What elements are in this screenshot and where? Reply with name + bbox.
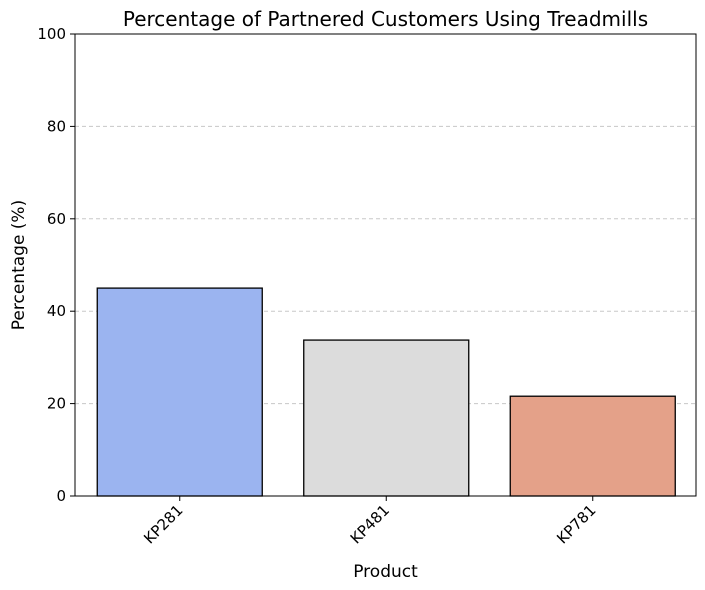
y-tick-label: 80 [47, 117, 66, 135]
bar-kp281 [96, 287, 263, 497]
y-tick-label: 20 [47, 395, 66, 413]
plot-frame [74, 33, 697, 497]
x-tick-label: KP281 [140, 501, 186, 547]
y-axis-ticks: 0 20 40 60 80 100 [37, 25, 75, 505]
x-axis-ticks: KP281 KP481 KP781 [140, 496, 600, 547]
y-tick-label: 100 [37, 25, 66, 43]
x-axis-label: Product [353, 562, 418, 582]
y-tick-label: 0 [56, 487, 66, 505]
bar-kp481 [303, 339, 470, 497]
y-axis-label: Percentage (%) [9, 200, 29, 330]
x-tick-label: KP781 [553, 501, 599, 547]
y-tick-label: 60 [47, 210, 66, 228]
y-tick-label: 40 [47, 302, 66, 320]
bars [96, 287, 676, 497]
chart-title: Percentage of Partnered Customers Using … [123, 7, 648, 31]
x-tick-label: KP481 [347, 501, 393, 547]
bar-kp781 [509, 395, 676, 497]
